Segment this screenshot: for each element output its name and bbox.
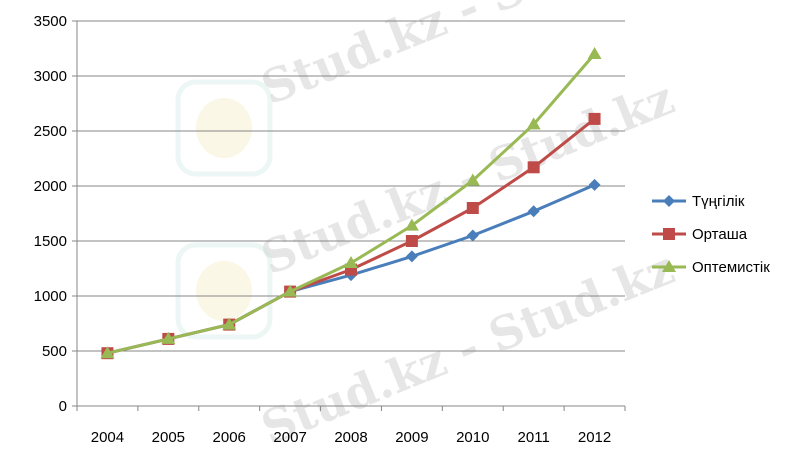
data-point-marker [222,317,237,330]
data-point-marker [663,195,675,207]
legend-label: Оптемистік [692,259,770,276]
data-point-marker [527,205,540,218]
data-point-marker [527,161,540,174]
legend: Түңгілік Орташа Оптемистік [652,193,770,276]
watermark-text: Stud.kz - Stud.kz [254,241,682,456]
x-tick-label: 2007 [273,429,306,446]
y-tick-label: 3500 [34,13,67,30]
legend-item: Орташа [652,226,748,243]
data-point-marker [588,112,601,125]
legend-item: Оптемистік [652,259,770,276]
data-point-marker [283,284,298,297]
legend-label: Орташа [692,226,748,243]
gridlines [77,20,625,352]
y-tick-label: 0 [59,398,67,415]
watermark: Stud.kz - Stud.kz Stud.kz - Stud.kz Stud… [175,0,682,456]
y-tick-label: 2000 [34,178,67,195]
data-point-marker [405,235,418,247]
x-tick-label: 2011 [518,429,550,446]
data-point-marker [526,117,541,130]
data-point-marker [100,346,115,359]
watermark-text: Stud.kz - Stud.kz [254,71,682,286]
series-group [100,47,602,359]
legend-label: Түңгілік [692,193,745,210]
x-tick-label: 2010 [456,429,489,446]
data-point-marker [587,47,602,59]
data-point-marker [588,178,601,191]
x-tick-label: 2004 [91,429,124,446]
data-point-marker [465,173,480,186]
x-tick-label: 2009 [395,429,428,446]
data-point-marker [405,250,418,263]
data-point-marker [466,202,479,214]
x-tick-label: 2008 [334,429,367,446]
y-tick-label: 500 [42,343,67,360]
y-tick-label: 3000 [34,68,67,85]
y-tick-label: 2500 [34,123,67,140]
data-point-marker [663,228,675,240]
watermark-logo [175,79,273,340]
x-tick-label: 2005 [152,429,185,446]
axes: 0 500 1000 1500 2000 2500 3000 3500 2004 2005 2006… [34,13,626,446]
series [100,47,602,360]
y-tick-label: 1500 [34,233,67,250]
legend-item: Түңгілік [652,193,745,210]
data-point-marker [161,331,176,344]
y-tick-label: 1000 [34,288,67,305]
data-point-marker [662,260,676,272]
data-point-marker [344,256,358,268]
data-point-marker [404,218,419,231]
x-tick-label: 2012 [578,429,611,446]
data-point-marker [466,229,479,242]
x-tick-label: 2006 [213,429,246,446]
